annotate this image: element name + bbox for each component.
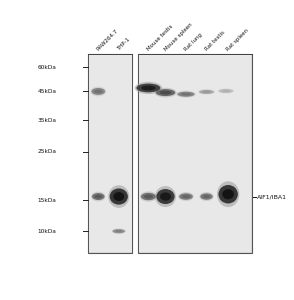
Ellipse shape [91, 88, 105, 95]
Text: Rat testis: Rat testis [204, 30, 226, 52]
Ellipse shape [154, 88, 177, 98]
Ellipse shape [156, 189, 175, 204]
Ellipse shape [92, 193, 105, 200]
Ellipse shape [182, 195, 190, 198]
Ellipse shape [200, 193, 213, 200]
Ellipse shape [199, 90, 214, 94]
Ellipse shape [141, 85, 156, 90]
Text: Mouse testis: Mouse testis [146, 24, 174, 52]
Text: 35kDa: 35kDa [38, 118, 57, 123]
Bar [88, 55, 133, 253]
Ellipse shape [140, 191, 157, 202]
Ellipse shape [221, 90, 230, 92]
Text: AIF1/IBA1: AIF1/IBA1 [257, 194, 287, 199]
Ellipse shape [135, 82, 162, 94]
Ellipse shape [91, 87, 106, 96]
Ellipse shape [160, 192, 171, 201]
Ellipse shape [203, 195, 210, 198]
Ellipse shape [141, 193, 156, 200]
Ellipse shape [202, 91, 211, 93]
Ellipse shape [176, 91, 196, 98]
Text: 25kDa: 25kDa [38, 149, 57, 154]
Ellipse shape [110, 188, 128, 205]
Ellipse shape [217, 88, 234, 94]
Ellipse shape [144, 194, 153, 199]
Ellipse shape [108, 185, 129, 208]
Text: Rat lung: Rat lung [183, 32, 203, 52]
Ellipse shape [113, 229, 125, 233]
Ellipse shape [136, 84, 160, 92]
Ellipse shape [155, 186, 176, 207]
Text: 10kDa: 10kDa [38, 229, 57, 234]
Ellipse shape [199, 192, 214, 201]
Ellipse shape [156, 89, 175, 96]
Text: RAW264.7: RAW264.7 [96, 28, 119, 52]
Ellipse shape [178, 192, 194, 201]
Ellipse shape [181, 93, 191, 96]
Text: THP-1: THP-1 [116, 37, 131, 52]
Ellipse shape [178, 92, 195, 97]
Ellipse shape [94, 89, 102, 93]
Ellipse shape [217, 181, 239, 207]
Bar [139, 55, 251, 252]
Ellipse shape [113, 192, 124, 201]
Ellipse shape [179, 193, 193, 200]
Ellipse shape [218, 89, 233, 93]
Ellipse shape [94, 195, 102, 199]
Bar [89, 55, 132, 252]
Ellipse shape [111, 228, 126, 234]
Text: Rat spleen: Rat spleen [226, 28, 250, 52]
Text: 45kDa: 45kDa [38, 89, 57, 94]
Ellipse shape [198, 89, 215, 95]
Ellipse shape [91, 192, 106, 201]
Text: 15kDa: 15kDa [38, 197, 57, 202]
Ellipse shape [222, 189, 234, 199]
Text: Mouse spleen: Mouse spleen [163, 22, 193, 52]
Bar [138, 55, 252, 253]
Text: 60kDa: 60kDa [38, 65, 57, 70]
Ellipse shape [115, 230, 123, 232]
Ellipse shape [160, 91, 171, 94]
Ellipse shape [218, 185, 238, 203]
